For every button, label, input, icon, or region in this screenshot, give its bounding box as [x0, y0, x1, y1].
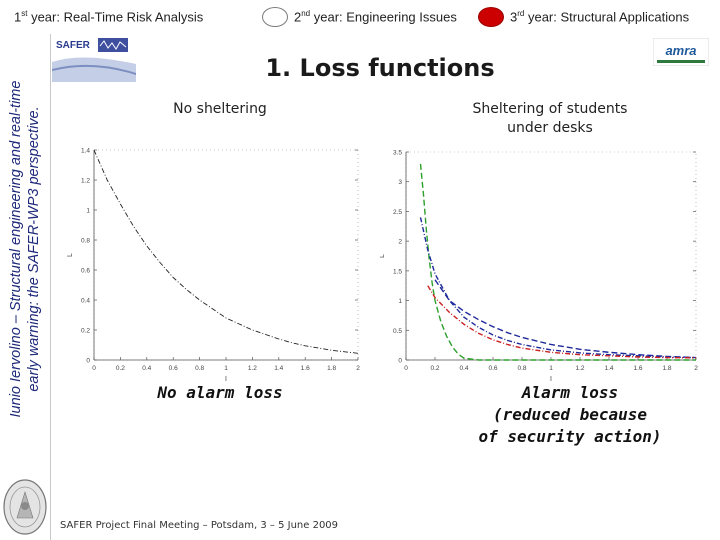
slide-title: 1. Loss functions — [265, 54, 495, 82]
left-chart-x-tick-label: 1.8 — [327, 365, 336, 372]
left-chart-x-tick-label: 1.6 — [301, 365, 310, 372]
right-chart-x-tick-label: 1.8 — [662, 365, 671, 372]
top-navigation-bar: 1st year: Real-Time Risk Analysis 2nd ye… — [0, 0, 720, 34]
right-chart-x-tick-label: 0.2 — [430, 365, 439, 372]
left-chart-x-tick-label: 0 — [92, 365, 96, 372]
nav-year-3-label: 3rd year: Structural Applications — [510, 9, 690, 25]
right-chart-y-tick-label: 2 — [398, 239, 402, 246]
left-chart-y-tick-label: 0.8 — [81, 238, 90, 245]
right-caption-line-2: (reduced because — [492, 405, 648, 424]
side-title-line-1: Iunio Iervolino – Structural engineering… — [8, 80, 24, 418]
safer-logo-text: SAFER — [56, 40, 91, 51]
right-chart-x-tick-label: 1.2 — [575, 365, 584, 372]
left-chart-x-tick-label: 0.2 — [116, 365, 125, 372]
right-chart-y-tick-label: 3.5 — [393, 150, 402, 157]
right-chart-x-tick-label: 0.8 — [517, 365, 526, 372]
right-chart-series-2-line — [434, 279, 697, 359]
left-chart-x-tick-label: 0.4 — [142, 365, 151, 372]
nav-year-2-label: 2nd year: Engineering Issues — [294, 9, 457, 25]
loss-function-chart-no-sheltering: 0 0.2 0.4 0.6 0.8 1 1.2 1.4 1.6 1.8 2 0 0.2 0.4 0.6 0.8… — [67, 148, 360, 383]
right-chart-series-3-line — [427, 285, 697, 359]
right-chart-y-tick-label: 2.5 — [393, 209, 402, 216]
right-chart-y-tick-label: 1.5 — [393, 268, 402, 275]
safer-logo: SAFER — [52, 34, 136, 82]
footer-text: SAFER Project Final Meeting – Potsdam, 3… — [60, 520, 339, 531]
nav-year-2-indicator-icon — [262, 7, 288, 27]
nav-year-2[interactable]: 2nd year: Engineering Issues — [262, 0, 457, 34]
left-chart-x-tick-label: 2 — [356, 365, 360, 372]
right-subtitle-line-2: under desks — [507, 120, 593, 136]
left-chart-plot-frame — [93, 149, 359, 361]
right-chart-x-axis-label: I — [550, 376, 552, 382]
right-chart-plot-frame — [405, 151, 697, 361]
left-chart-series-0-line — [93, 149, 359, 354]
right-chart-series-0-line — [419, 163, 696, 361]
right-caption: Alarm loss (reduced because of security … — [440, 382, 700, 448]
loss-function-chart-sheltering: 0 0.2 0.4 0.6 0.8 1 1.2 1.4 1.6 1.8 2 0 0.5 1 1.5 2 2.5 3… — [380, 150, 698, 383]
left-chart-y-tick-label: 1 — [86, 208, 90, 215]
right-chart-series-1-line — [419, 217, 697, 359]
right-chart-y-tick-label: 0.5 — [393, 328, 402, 335]
right-chart-x-tick-label: 1 — [549, 365, 553, 372]
right-chart-y-axis-label: L — [380, 254, 386, 258]
left-chart-y-tick-label: 0 — [86, 358, 90, 365]
left-chart-y-tick-label: 1.2 — [81, 178, 90, 185]
left-caption: No alarm loss — [157, 383, 283, 402]
nav-year-1-label: 1st year: Real-Time Risk Analysis — [14, 9, 204, 25]
left-chart-x-tick-label: 1.4 — [274, 365, 283, 372]
right-subtitle-line-1: Sheltering of students — [472, 101, 628, 117]
left-chart-x-axis-label: I — [225, 376, 227, 382]
nav-year-1[interactable]: 1st year: Real-Time Risk Analysis — [14, 0, 203, 34]
right-chart-x-tick-label: 0.6 — [488, 365, 497, 372]
amra-logo: amra — [653, 38, 709, 66]
right-chart-x-tick-label: 0 — [404, 365, 408, 372]
left-chart-x-tick-label: 1.2 — [248, 365, 257, 372]
right-chart-x-tick-label: 2 — [694, 365, 698, 372]
right-panel-subtitle: Sheltering of students under desks — [440, 100, 660, 138]
vertical-side-title: Iunio Iervolino – Structural engineering… — [0, 34, 50, 464]
left-chart-y-tick-label: 0.4 — [81, 298, 90, 305]
university-seal-icon — [3, 479, 47, 535]
right-chart-x-tick-label: 1.4 — [604, 365, 613, 372]
amra-logo-text: amra — [665, 43, 696, 58]
left-chart-y-tick-label: 1.4 — [81, 148, 90, 155]
right-chart-y-tick-label: 3 — [398, 179, 402, 186]
left-chart-y-axis-label: L — [67, 253, 74, 257]
left-chart-x-tick-label: 0.6 — [169, 365, 178, 372]
left-chart-y-tick-label: 0.2 — [81, 328, 90, 335]
left-chart-y-tick-label: 0.6 — [81, 268, 90, 275]
right-chart-x-tick-label: 0.4 — [459, 365, 468, 372]
right-chart-y-tick-label: 1 — [398, 298, 402, 305]
left-panel-subtitle: No sheltering — [173, 101, 267, 117]
left-chart-x-tick-label: 0.8 — [195, 365, 204, 372]
nav-year-3[interactable]: 3rd year: Structural Applications — [478, 0, 689, 34]
right-chart-y-tick-label: 0 — [398, 358, 402, 365]
nav-year-3-indicator-icon — [478, 7, 504, 27]
left-chart-x-tick-label: 1 — [224, 365, 228, 372]
right-caption-line-1: Alarm loss — [521, 383, 619, 402]
right-caption-line-3: of security action) — [478, 427, 662, 446]
right-chart-x-tick-label: 1.6 — [633, 365, 642, 372]
side-title-line-2: early warning: the SAFER-WP3 perspective… — [26, 106, 42, 392]
left-sidebar-band — [0, 34, 51, 540]
